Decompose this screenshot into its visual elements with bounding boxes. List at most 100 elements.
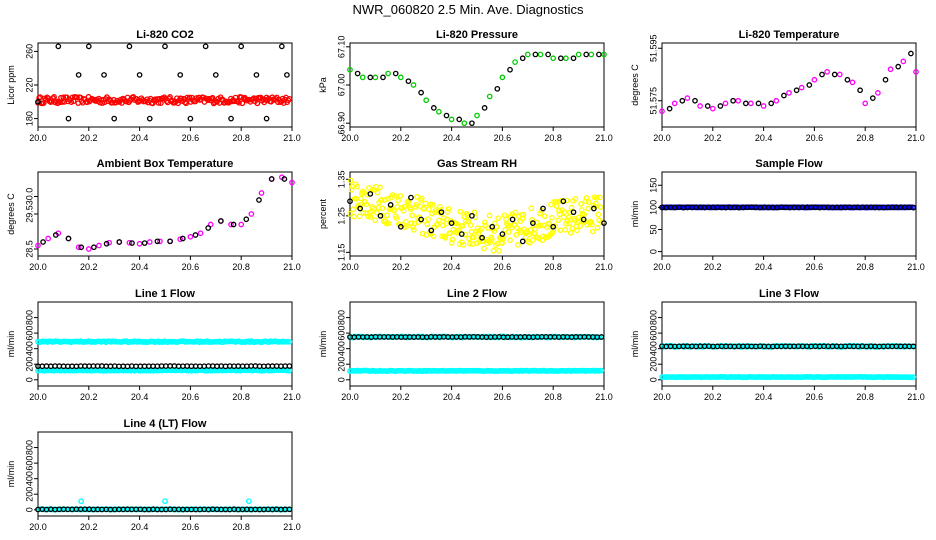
data-point-magenta (862, 100, 869, 107)
x-tick-label: 20.4 (131, 392, 149, 402)
plot-frame (349, 301, 605, 387)
plot-frame (37, 42, 293, 128)
data-point-yellow (445, 205, 452, 212)
data-point-black (52, 232, 59, 238)
data-point-yellow (556, 208, 562, 214)
data-point-black (831, 71, 838, 78)
x-tick-label: 20.4 (443, 133, 461, 143)
data-point-green (372, 74, 379, 81)
data-point-green (537, 51, 544, 58)
data-point-black (253, 72, 260, 78)
data-point-magenta (684, 95, 691, 101)
x-tick-label: 20.8 (232, 522, 250, 532)
data-point-yellow (391, 207, 397, 214)
data-point-black (354, 70, 361, 77)
data-point-yellow (448, 240, 455, 246)
plot-frame (661, 42, 917, 128)
data-point-cyan (910, 374, 917, 380)
data-point-black (141, 240, 148, 246)
data-point-yellow (528, 205, 535, 212)
data-point-black (268, 176, 275, 182)
data-point-black (192, 232, 199, 238)
y-tick-label: 800 (648, 310, 658, 325)
x-tick-label: 20.2 (704, 133, 722, 143)
data-point-yellow (481, 245, 487, 252)
data-point-yellow (351, 213, 357, 220)
data-point-black (730, 97, 736, 104)
x-tick-label: 20.4 (443, 262, 461, 272)
x-tick-label: 20.0 (29, 262, 47, 272)
x-tick-label: 21.0 (283, 392, 301, 402)
data-point-magenta (722, 100, 729, 107)
data-point-yellow (440, 215, 447, 221)
data-point-yellow (541, 213, 548, 220)
data-point-yellow (457, 208, 464, 215)
data-point-black (154, 238, 161, 245)
y-tick-label: 200 (24, 357, 34, 372)
y-tick-label: 1.35 (336, 171, 346, 189)
x-tick-label: 20.6 (182, 392, 200, 402)
data-point-yellow (430, 233, 437, 240)
y-tick-label: 200 (336, 357, 346, 372)
data-point-black (908, 50, 914, 57)
y-tick-label: 400 (24, 471, 34, 486)
data-point-yellow (463, 218, 469, 224)
data-point-yellow (513, 232, 520, 238)
data-point-yellow (507, 237, 513, 244)
data-point-magenta (197, 230, 204, 237)
data-point-black (570, 209, 577, 216)
data-point-yellow (467, 222, 474, 229)
data-point-yellow (597, 204, 604, 211)
data-point-yellow (395, 197, 401, 204)
data-point-black (479, 234, 485, 241)
y-tick-label: 29.5 (24, 205, 34, 223)
data-point-black (545, 51, 551, 58)
data-point-yellow (460, 242, 467, 248)
y-tick-label: 0 (336, 377, 346, 382)
data-point-black (540, 205, 546, 212)
data-point-yellow (529, 217, 535, 223)
data-point-black (580, 216, 587, 223)
data-point-green (575, 51, 582, 58)
data-point-black (507, 66, 513, 73)
y-tick-label: 400 (648, 341, 658, 356)
data-point-yellow (491, 228, 498, 235)
y-tick-label: 260 (24, 44, 34, 59)
data-point-magenta (824, 69, 830, 75)
y-tick-label: 400 (336, 341, 346, 356)
data-point-red (234, 98, 241, 105)
data-point-magenta (709, 105, 716, 112)
y-tick-label: 0 (648, 249, 658, 254)
data-point-black (405, 78, 412, 85)
x-tick-label: 20.0 (341, 133, 359, 143)
data-point-black (456, 116, 463, 123)
x-tick-label: 20.0 (341, 392, 359, 402)
y-tick-label: 66.90 (336, 112, 346, 135)
y-axis-label: ml/min (6, 331, 16, 358)
data-point-yellow (562, 226, 569, 233)
x-tick-label: 20.2 (704, 262, 722, 272)
plot-frame (37, 431, 293, 517)
y-tick-label: 67.00 (336, 74, 346, 97)
data-point-yellow (438, 207, 445, 213)
data-point-black (755, 100, 762, 107)
x-tick-label: 21.0 (907, 392, 925, 402)
data-point-black (438, 209, 445, 216)
data-point-magenta (671, 100, 678, 107)
plot-frame (661, 171, 917, 257)
data-point-yellow (555, 217, 561, 224)
x-tick-label: 20.6 (494, 262, 512, 272)
data-point-magenta (157, 238, 163, 245)
data-point-yellow (593, 200, 599, 207)
y-tick-label: 600 (24, 326, 34, 341)
page-title: NWR_060820 2.5 Min. Ave. Diagnostics (352, 2, 584, 17)
y-tick-label: 800 (336, 310, 346, 325)
x-tick-label: 21.0 (283, 133, 301, 143)
data-point-black (430, 105, 437, 111)
y-axis-label: percent (318, 198, 328, 229)
data-point-black (243, 216, 250, 223)
x-tick-label: 21.0 (595, 133, 613, 143)
y-tick-label: 0 (648, 377, 658, 382)
